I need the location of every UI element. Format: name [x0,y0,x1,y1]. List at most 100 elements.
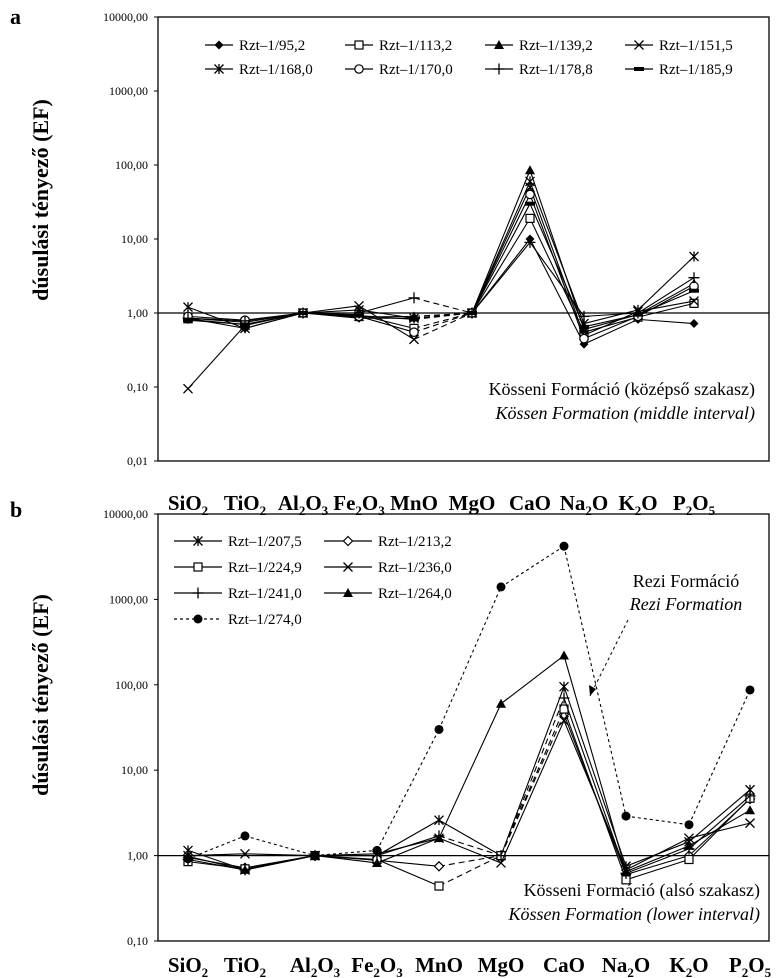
panel-b-data-point [684,854,694,865]
panel-a-x-tick-label: Na2O [560,491,609,518]
panel-a-series-2 [183,165,699,334]
panel-a-legend-marker [214,64,224,74]
panel-a-annotation-hu: Kösseni Formáció (középső szakasz) [489,379,755,400]
panel-b-series-line [625,837,690,871]
panel-a-data-point [409,317,419,322]
panel-a-series-line [187,315,246,321]
panel-a-series-line [471,194,531,314]
panel-a-legend-label: Rzt–1/95,2 [239,38,305,54]
panel-a-data-point [298,311,308,315]
panel-b-series-line [500,720,565,864]
panel-a-series-line [637,302,695,318]
panel-b-series-line [563,655,627,872]
panel-b-annotation-kossen-hu: Kösseni Formáció (alsó szakasz) [524,880,760,901]
panel-a-series-line [302,305,360,314]
panel-a-series-line [358,315,415,333]
panel-a-series-6 [182,236,700,327]
panel-a-data-point [183,383,193,394]
panel-a-legend-marker [634,67,644,71]
panel-b-x-tick-label: P2O5 [729,953,772,978]
panel-b-data-point [621,866,631,876]
panel-b-data-point [372,857,382,867]
panel-b-series-line [625,855,690,876]
panel-b-data-point [621,811,631,821]
panel-b-legend-label: Rzt–1/264,0 [378,586,452,602]
panel-a-legend-marker [214,40,224,50]
panel-b-data-point [310,851,320,861]
panel-b-series-6 [183,541,755,864]
panel-b-x-tick-label: Na2O [602,953,651,978]
panel-b-data-point [559,541,569,551]
panel-b-series-line [688,822,751,839]
panel-a-legend-marker [493,63,505,75]
panel-b-legend-marker [193,562,203,572]
panel-b-data-point [684,840,694,850]
panel-b-data-point [496,858,506,868]
panel-a-legend-marker [354,40,364,50]
panel-a-data-point [579,324,589,329]
panel-b-legend-marker [343,562,353,572]
panel-b-series-line [438,819,502,857]
panel-a-series-line [471,170,531,314]
panel-b-legend-label: Rzt–1/236,0 [378,560,452,576]
panel-a-data-point [524,236,536,248]
panel-b-data-point [745,818,755,829]
panel-b-data-point [745,685,755,695]
panel-a-series-line [244,312,304,322]
panel-a-data-point [689,319,699,329]
panel-b-data-point [434,833,444,843]
panel-b-series-line [187,853,246,857]
panel-a-series-line [637,285,695,317]
panel-b-series-line [625,845,690,873]
panel-a-legend-label: Rzt–1/168,0 [239,62,313,78]
panel-a-legend-label: Rzt–1/139,2 [519,38,593,54]
panel-b-y-tick-label: 1000,00 [109,592,148,606]
panel-a-y-axis-label: dúsulási tényező (EF) [28,99,53,301]
panel-a-y-tick-label: 1,00 [127,306,148,320]
panel-b-data-point [496,582,506,592]
panel-b-data-point [434,724,444,734]
panel-a-x-tick-label: P2O5 [673,491,716,518]
panel-b-series-line [376,859,440,887]
panel-b-series-line [438,837,502,864]
panel-b-data-point [433,860,445,872]
panel-b-series-line [438,855,502,867]
panel-b-series-line [314,849,378,857]
panel-a-series-line [583,315,639,340]
panel-b-series-line [376,859,440,867]
panel-b-series-line [563,697,627,874]
panel-b-annotation-rezi-en: Rezi Formation [629,594,743,614]
panel-a-series-line [413,312,473,329]
panel-a-y-tick-label: 0,01 [127,454,148,468]
panel-a-series-line [358,297,415,314]
panel-a-x-tick-label: CaO [509,491,551,515]
panel-b-legend-label: Rzt–1/224,9 [228,560,302,576]
panel-a-series-3 [183,182,699,394]
panel-b-series-5 [183,650,755,876]
panel-a-series-line [187,319,246,326]
panel-b-legend-label: Rzt–1/241,0 [228,586,302,602]
panel-b-data-point [495,850,507,862]
panel-b-series-line [187,849,246,871]
panel-b-data-point [684,833,694,844]
panel-a-data-point [409,327,419,338]
panel-a-series-line [244,312,304,329]
panel-b-series-4 [182,692,756,879]
panel-b-data-point [559,715,569,726]
panel-b-data-point [240,848,250,859]
panel-b-series-line [314,855,378,864]
panel-b-y-tick-label: 100,00 [115,678,148,692]
panel-a-legend-label: Rzt–1/113,2 [379,38,452,54]
panel-b-data-point [744,790,756,802]
panel-b-annotation-rezi-hu: Rezi Formáció [633,571,739,591]
panel-a-data-point [579,333,589,344]
panel-a-letter: a [10,4,21,29]
panel-b-series-line [688,689,751,825]
panel-b-data-point [240,831,250,841]
panel-a-data-point [354,313,364,318]
panel-b-series-line [500,708,565,856]
panel-b-legend-marker [193,536,203,546]
panel-b-y-tick-label: 10000,00 [103,507,148,521]
panel-a-x-tick-label: MnO [390,491,438,515]
panel-b-data-point [745,805,755,815]
